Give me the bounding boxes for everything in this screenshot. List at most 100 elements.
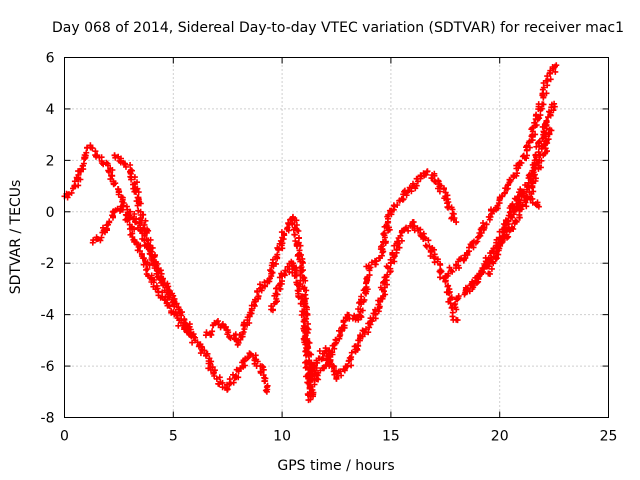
interpolated-markers xyxy=(409,222,427,240)
interpolated-markers xyxy=(161,294,175,316)
x-tick-label: 5 xyxy=(169,429,178,445)
interpolated-markers xyxy=(529,199,541,209)
plot-frame xyxy=(64,57,609,418)
interpolated-markers xyxy=(294,287,309,317)
interpolated-markers xyxy=(411,172,428,192)
interpolated-markers xyxy=(355,263,373,321)
x-axis-label: GPS time / hours xyxy=(277,458,394,474)
interpolated-markers xyxy=(517,133,536,166)
interpolated-markers xyxy=(508,205,523,232)
data-point xyxy=(546,126,553,133)
interpolated-markers xyxy=(387,227,405,265)
series-track-i xyxy=(485,186,542,277)
interpolated-markers xyxy=(356,326,372,344)
data-point xyxy=(485,213,492,220)
interpolated-markers xyxy=(203,351,218,379)
data-point xyxy=(507,208,514,215)
interpolated-markers xyxy=(496,176,513,201)
interpolated-markers xyxy=(310,347,330,369)
interpolated-markers xyxy=(247,287,265,317)
interpolated-markers xyxy=(377,207,395,259)
interpolated-markers xyxy=(137,211,154,248)
x-tick-label: 15 xyxy=(382,429,400,445)
interpolated-markers xyxy=(313,364,328,383)
interpolated-markers xyxy=(322,347,341,378)
y-axis-label: SDTVAR / TECUs xyxy=(8,180,24,295)
interpolated-markers xyxy=(528,150,548,190)
interpolated-markers xyxy=(171,300,189,327)
interpolated-markers xyxy=(145,244,160,269)
series-track-f xyxy=(442,62,560,280)
interpolated-markers xyxy=(257,363,271,394)
x-tick-label: 25 xyxy=(600,429,618,445)
interpolated-markers xyxy=(495,209,513,247)
data-point xyxy=(453,219,460,226)
y-tick-label: 6 xyxy=(46,51,55,67)
data-markers xyxy=(61,62,560,404)
interpolated-markers xyxy=(154,260,166,284)
interpolated-markers xyxy=(267,236,287,277)
x-tick-label: 20 xyxy=(491,429,509,445)
interpolated-markers xyxy=(257,275,273,291)
interpolated-markers xyxy=(475,213,494,240)
series-track-g xyxy=(453,100,558,303)
interpolated-markers xyxy=(160,282,178,302)
interpolated-markers xyxy=(171,308,188,333)
interpolated-markers xyxy=(127,169,144,214)
interpolated-markers xyxy=(344,342,362,370)
data-point xyxy=(507,177,514,184)
axis-ticks: 0 5 10 15 20 25 -8 -6 -4 -2 0 2 4 6 xyxy=(41,51,618,445)
interpolated-markers xyxy=(183,321,197,340)
interpolated-markers xyxy=(294,250,309,292)
data-point xyxy=(355,316,362,323)
data-point xyxy=(553,62,560,69)
interpolated-markers xyxy=(400,180,416,203)
y-tick-label: 2 xyxy=(46,153,55,169)
interpolated-markers xyxy=(442,278,461,324)
series-track-a xyxy=(61,142,271,395)
interpolated-markers xyxy=(148,276,166,301)
interpolated-markers xyxy=(268,272,285,314)
interpolated-markers xyxy=(431,170,449,202)
interpolated-markers xyxy=(365,301,383,328)
interpolated-markers xyxy=(547,63,559,75)
interpolated-markers xyxy=(289,215,304,250)
x-tick-label: 0 xyxy=(60,429,69,445)
data-point xyxy=(181,319,188,326)
series-track-c xyxy=(111,152,178,303)
interpolated-markers xyxy=(134,241,145,260)
y-tick-label: -4 xyxy=(41,308,55,324)
interpolated-markers xyxy=(99,224,110,236)
data-point xyxy=(98,234,105,241)
data-point xyxy=(263,388,270,395)
series-track-e xyxy=(268,219,461,404)
interpolated-markers xyxy=(246,350,261,369)
interpolated-markers xyxy=(84,142,94,151)
interpolated-markers xyxy=(224,366,242,393)
interpolated-markers xyxy=(234,313,253,348)
series-track-d xyxy=(202,168,460,383)
data-point xyxy=(453,316,460,323)
interpolated-markers xyxy=(538,127,555,156)
interpolated-markers xyxy=(443,192,458,223)
interpolated-markers xyxy=(194,339,211,357)
data-point xyxy=(192,334,199,341)
y-tick-label: -2 xyxy=(41,256,55,272)
y-tick-label: 0 xyxy=(46,205,55,221)
data-point xyxy=(551,100,558,107)
interpolated-markers xyxy=(90,234,104,244)
interpolated-markers xyxy=(420,234,438,259)
x-tick-label: 10 xyxy=(273,429,291,445)
data-point xyxy=(170,296,177,303)
y-tick-label: -8 xyxy=(41,411,55,427)
interpolated-markers xyxy=(388,196,406,214)
interpolated-markers xyxy=(464,238,481,258)
interpolated-markers xyxy=(71,152,89,190)
interpolated-markers xyxy=(306,363,320,400)
interpolated-markers xyxy=(506,186,524,213)
data-point xyxy=(535,203,542,210)
interpolated-markers xyxy=(485,240,505,277)
interpolated-markers xyxy=(375,259,394,304)
y-tick-label: 4 xyxy=(46,102,55,118)
